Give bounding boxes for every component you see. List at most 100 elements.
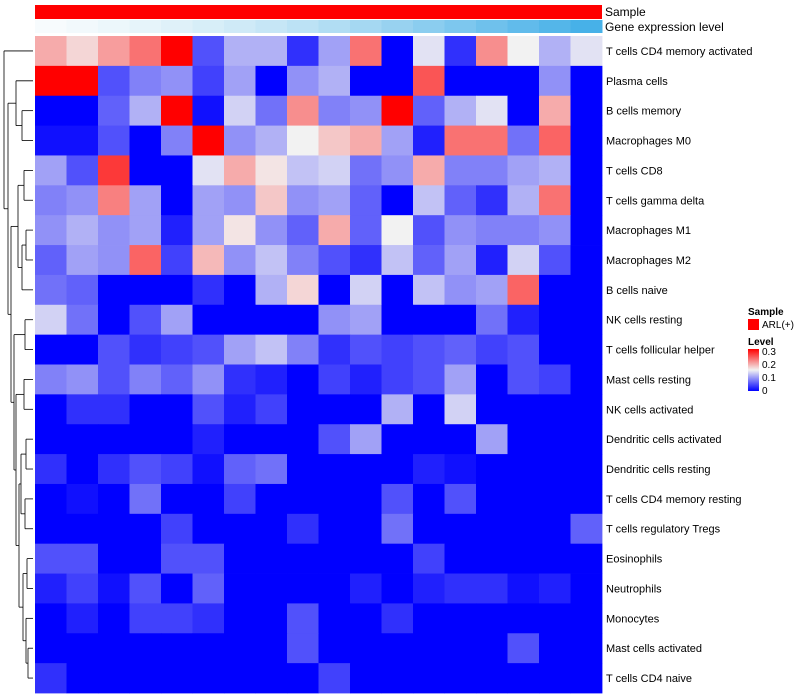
heatmap-cell: [224, 95, 256, 126]
heatmap-cell: [413, 663, 445, 694]
heatmap-cell: [129, 633, 162, 664]
heatmap-cell: [255, 95, 288, 126]
heatmap-cell: [192, 36, 225, 67]
heatmap-cell: [318, 65, 351, 97]
heatmap-cell: [192, 633, 225, 664]
heatmap-cell: [129, 65, 162, 97]
heatmap-cell: [287, 573, 319, 604]
heatmap-cell: [161, 36, 193, 67]
heatmap-cell: [224, 36, 256, 67]
row-label: Mast cells activated: [606, 643, 702, 655]
legend-level-colorbar: [748, 349, 759, 391]
heatmap-cell: [318, 274, 351, 306]
heatmap-cell: [98, 274, 130, 306]
heatmap-cell: [98, 633, 130, 664]
heatmap-cell: [539, 663, 571, 694]
heatmap-cell: [444, 483, 477, 515]
heatmap-cell: [507, 633, 540, 664]
heatmap-cell: [98, 245, 130, 276]
heatmap-cell: [161, 215, 193, 246]
heatmap-cell: [161, 65, 193, 97]
heatmap-cell: [507, 274, 540, 306]
heatmap-cell: [476, 513, 508, 545]
heatmap-cell: [129, 454, 162, 485]
heatmap-cell: [224, 125, 256, 156]
heatmap-cell: [507, 304, 540, 336]
heatmap-cell: [381, 513, 414, 545]
heatmap-cell: [350, 394, 382, 425]
heatmap-cell: [35, 633, 67, 664]
heatmap-cell: [35, 454, 67, 485]
heatmap-cell: [287, 513, 319, 545]
legend-level-tick: 0: [762, 386, 768, 397]
heatmap-cell: [161, 274, 193, 306]
legend-sample-swatch: [748, 319, 759, 330]
heatmap-cell: [413, 483, 445, 515]
heatmap-cell: [66, 125, 99, 156]
heatmap-cell: [224, 215, 256, 246]
heatmap-cell: [570, 364, 603, 395]
heatmap-cell: [539, 543, 571, 574]
heatmap-cell: [192, 663, 225, 694]
heatmap-cell: [129, 573, 162, 604]
heatmap-cell: [444, 155, 477, 186]
heatmap-cell: [476, 155, 508, 186]
heatmap-cell: [161, 95, 193, 126]
heatmap-cell: [129, 483, 162, 515]
heatmap-cell: [350, 454, 382, 485]
heatmap-cell: [507, 185, 540, 216]
heatmap-cell: [539, 65, 571, 97]
heatmap-cell: [570, 483, 603, 515]
heatmap-cell: [129, 304, 162, 336]
row-label: NK cells resting: [606, 315, 682, 327]
heatmap-cell: [66, 394, 99, 425]
heatmap-cell: [476, 304, 508, 336]
heatmap-cell: [192, 543, 225, 574]
heatmap-cell: [413, 155, 445, 186]
heatmap-cell: [287, 543, 319, 574]
gene-annotation-label: Gene expression level: [605, 20, 724, 34]
heatmap-cell: [287, 304, 319, 336]
heatmap-cell: [350, 95, 382, 126]
heatmap-cell: [444, 543, 477, 574]
heatmap-cell: [35, 334, 67, 365]
heatmap-cell: [192, 215, 225, 246]
heatmap-cell: [287, 483, 319, 515]
heatmap-cell: [129, 394, 162, 425]
heatmap-cell: [192, 65, 225, 97]
row-label: Dendritic cells resting: [606, 464, 711, 476]
heatmap-cell: [192, 394, 225, 425]
heatmap-cell: [413, 65, 445, 97]
heatmap-cell: [98, 573, 130, 604]
heatmap-cell: [318, 334, 351, 365]
heatmap-cell: [539, 125, 571, 156]
heatmap-cell: [539, 483, 571, 515]
heatmap-cell: [381, 245, 414, 276]
heatmap-cell: [255, 663, 288, 694]
heatmap-cell: [98, 185, 130, 216]
gene-annotation-cell: [539, 20, 571, 33]
heatmap-cell: [350, 603, 382, 634]
heatmap-cell: [255, 513, 288, 545]
heatmap-cell: [98, 65, 130, 97]
heatmap-cell: [413, 543, 445, 574]
heatmap-cell: [224, 633, 256, 664]
heatmap-cell: [570, 274, 603, 306]
heatmap-cell: [129, 513, 162, 545]
heatmap-cell: [476, 483, 508, 515]
heatmap-cell: [570, 543, 603, 574]
heatmap-cell: [350, 573, 382, 604]
heatmap-cell: [224, 274, 256, 306]
heatmap-cell: [224, 573, 256, 604]
heatmap-cell: [381, 603, 414, 634]
heatmap-cell: [350, 663, 382, 694]
heatmap-cell: [539, 215, 571, 246]
heatmap-cell: [161, 663, 193, 694]
heatmap-cell: [444, 65, 477, 97]
heatmap-cell: [413, 185, 445, 216]
heatmap-cell: [129, 364, 162, 395]
heatmap-cell: [129, 215, 162, 246]
heatmap-cell: [161, 125, 193, 156]
heatmap-cell: [224, 513, 256, 545]
